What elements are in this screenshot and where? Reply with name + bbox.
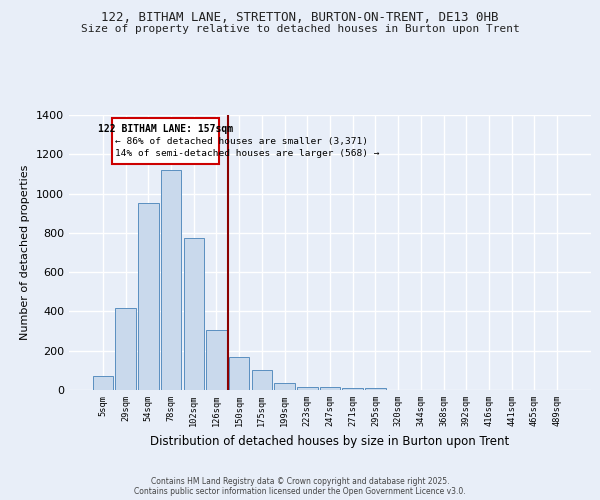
Text: Contains public sector information licensed under the Open Government Licence v3: Contains public sector information licen… bbox=[134, 488, 466, 496]
Text: Size of property relative to detached houses in Burton upon Trent: Size of property relative to detached ho… bbox=[80, 24, 520, 34]
Bar bbox=[161, 170, 181, 390]
Bar bbox=[320, 387, 340, 390]
Bar bbox=[93, 376, 113, 390]
Bar bbox=[206, 330, 227, 390]
Text: 14% of semi-detached houses are larger (568) →: 14% of semi-detached houses are larger (… bbox=[115, 149, 379, 158]
Bar bbox=[297, 387, 317, 390]
Text: 122 BITHAM LANE: 157sqm: 122 BITHAM LANE: 157sqm bbox=[98, 124, 233, 134]
Bar bbox=[115, 308, 136, 390]
Text: 122, BITHAM LANE, STRETTON, BURTON-ON-TRENT, DE13 0HB: 122, BITHAM LANE, STRETTON, BURTON-ON-TR… bbox=[101, 11, 499, 24]
Y-axis label: Number of detached properties: Number of detached properties bbox=[20, 165, 31, 340]
Bar bbox=[274, 383, 295, 390]
Bar bbox=[365, 388, 386, 390]
Bar bbox=[251, 370, 272, 390]
Bar bbox=[138, 204, 158, 390]
X-axis label: Distribution of detached houses by size in Burton upon Trent: Distribution of detached houses by size … bbox=[151, 434, 509, 448]
Text: Contains HM Land Registry data © Crown copyright and database right 2025.: Contains HM Land Registry data © Crown c… bbox=[151, 478, 449, 486]
Text: ← 86% of detached houses are smaller (3,371): ← 86% of detached houses are smaller (3,… bbox=[115, 137, 368, 146]
Bar bbox=[343, 388, 363, 390]
Bar bbox=[229, 356, 250, 390]
Bar bbox=[184, 238, 204, 390]
FancyBboxPatch shape bbox=[112, 118, 219, 164]
